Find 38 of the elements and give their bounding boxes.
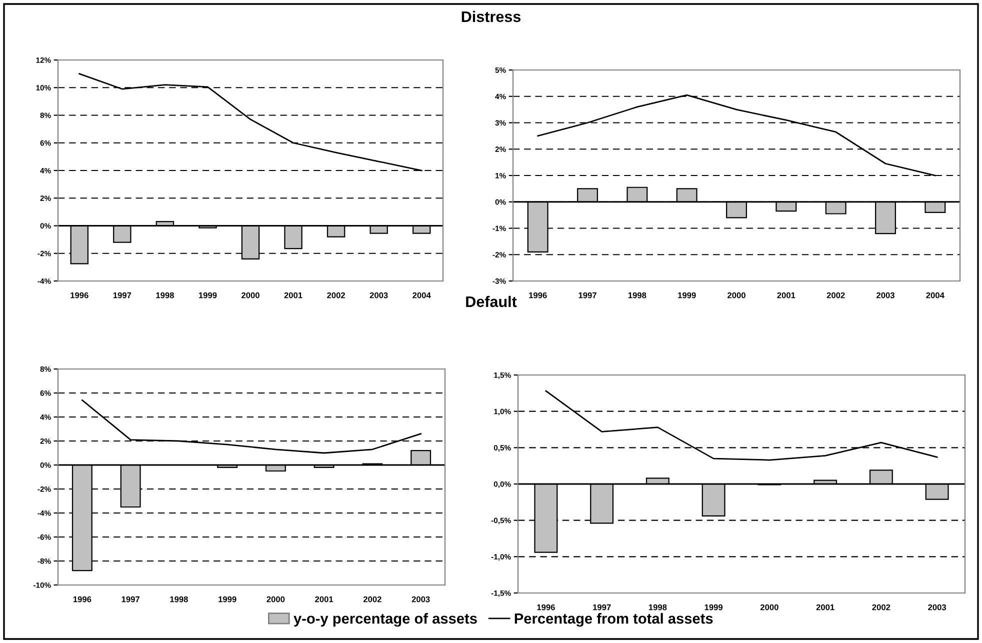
x-tick-label: 1999 [218, 596, 236, 602]
x-tick-label: 1996 [529, 292, 547, 298]
x-tick-label: 2001 [284, 292, 302, 298]
x-tick-label: 1996 [73, 596, 92, 602]
x-tick-label: 1998 [648, 604, 667, 610]
x-tick-label: 2003 [412, 596, 430, 602]
x-tick-label: 1999 [198, 292, 217, 298]
x-tick-label: 1996 [70, 292, 88, 298]
legend-label: y-o-y percentage of assets [294, 613, 477, 627]
x-tick-label: 2001 [315, 596, 334, 602]
x-tick-label: 2000 [760, 604, 778, 610]
x-tick-label: 1998 [156, 292, 174, 298]
x-tick-label: 1996 [537, 604, 555, 610]
x-tick-label: 2002 [872, 604, 890, 610]
x-tick-label: 2002 [363, 596, 382, 602]
x-tick-label: 2000 [242, 292, 260, 298]
x-tick-label: 1998 [170, 596, 188, 602]
text: Distress [462, 10, 521, 22]
x-tick-label: 1997 [593, 604, 611, 610]
legend-label: Percentage from total assets [514, 613, 713, 627]
x-tick-label: 2001 [777, 292, 796, 298]
x-tick-label: 2003 [876, 292, 894, 298]
x-tick-label: 1997 [578, 292, 596, 298]
x-tick-label: 2000 [266, 596, 285, 602]
x-tick-label: 2004 [412, 292, 431, 298]
text: Default [466, 296, 517, 308]
x-tick-label: 2000 [728, 292, 746, 298]
x-tick-label: 2002 [327, 292, 345, 298]
x-tick-label: 2001 [816, 604, 834, 610]
x-tick-label: 2004 [926, 292, 944, 298]
x-tick-label: 1999 [704, 604, 723, 610]
x-tick-label: 1999 [678, 292, 696, 298]
x-tick-label: 1998 [628, 292, 646, 298]
x-tick-label: 1997 [122, 596, 140, 602]
x-tick-label: 2003 [370, 292, 388, 298]
x-tick-label: 2003 [928, 604, 946, 610]
x-tick-label: 2002 [826, 292, 845, 298]
x-tick-label: 1997 [113, 292, 132, 298]
